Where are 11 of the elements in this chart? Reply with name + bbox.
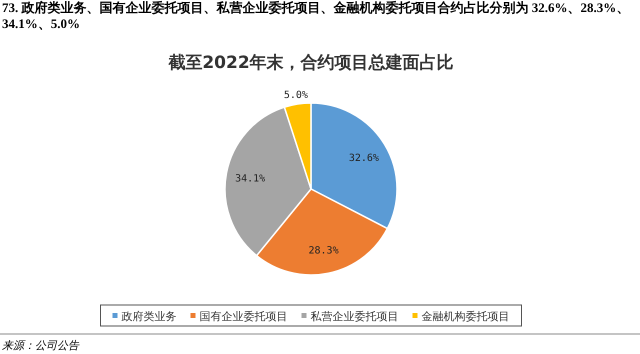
source-note: 来源：公司公告 (2, 338, 79, 353)
data-label: 34.1% (235, 174, 266, 185)
legend-label: 金融机构委托项目 (422, 310, 510, 323)
legend-label: 私营企业委托项目 (310, 310, 398, 323)
legend-label: 国有企业委托项目 (200, 310, 288, 323)
data-label: 32.6% (348, 152, 379, 164)
chart-subtitle: 73. 政府类业务、国有企业委托项目、私营企业委托项目、金融机构委托项目合约占比分别为 32.6%、28.3%、34.1%、5.0% (2, 0, 630, 32)
chart-title: 截至2022年末，合约项目总建面占比 (167, 53, 454, 73)
data-label: 28.3% (308, 246, 339, 257)
legend-label: 政府类业务 (122, 310, 176, 323)
data-label: 5.0% (284, 90, 308, 101)
